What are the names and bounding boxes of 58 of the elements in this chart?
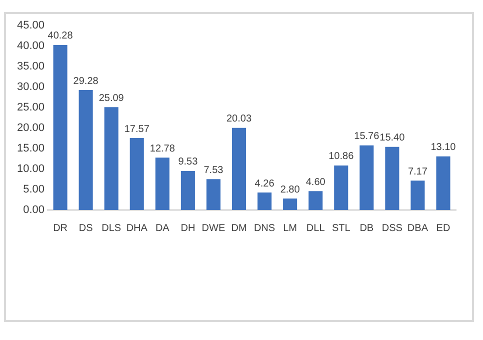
x-tick-label: DBA [407, 222, 428, 234]
x-tick-label: DLL [306, 222, 326, 234]
data-label: 4.26 [254, 178, 275, 190]
bar [232, 128, 246, 210]
x-tick-label: DNS [254, 222, 276, 234]
x-tick-label: DR [53, 222, 68, 234]
bar [206, 179, 220, 210]
bar [436, 156, 450, 210]
data-label: 10.86 [328, 151, 354, 162]
bar [78, 90, 93, 210]
bar [308, 191, 323, 210]
bar [53, 44, 68, 210]
x-tick-label: DS [78, 222, 94, 234]
y-tick-label: 5.00 [23, 184, 45, 196]
data-label: 7.53 [204, 164, 224, 176]
data-label: 15.76 [354, 131, 380, 142]
data-label: 17.57 [124, 124, 150, 135]
data-label: 20.03 [226, 114, 252, 125]
bar [104, 107, 118, 210]
x-tick-label: DB [360, 222, 374, 234]
data-label: 15.40 [380, 132, 406, 144]
x-tick-label: DM [231, 222, 247, 234]
bar [334, 166, 348, 210]
y-tick-label: 30.00 [16, 81, 45, 94]
x-tick-label: DSS [382, 222, 403, 234]
data-label: 7.17 [408, 166, 428, 178]
y-tick-label: 25.00 [16, 102, 45, 114]
data-label: 25.09 [98, 92, 124, 104]
x-tick-label: DH [180, 222, 196, 234]
bar [258, 192, 272, 210]
bar [130, 138, 144, 210]
y-tick-label: 15.00 [16, 142, 45, 155]
x-tick-label: DA [155, 222, 170, 234]
bar [385, 146, 400, 210]
data-label: 4.60 [306, 176, 326, 188]
data-label: 2.80 [280, 184, 300, 196]
y-tick-label: 40.00 [16, 40, 45, 52]
y-tick-label: 45.00 [16, 20, 45, 32]
bar [360, 145, 374, 210]
x-tick-label: ED [436, 222, 450, 234]
data-label: 40.28 [48, 30, 74, 42]
y-tick-label: 10.00 [16, 163, 45, 176]
x-tick-label: STL [332, 222, 351, 234]
x-tick-label: DLS [102, 222, 122, 234]
bar [180, 170, 195, 210]
data-label: 12.78 [150, 143, 176, 154]
x-tick-label: LM [283, 222, 298, 234]
bar [283, 198, 298, 210]
bar [155, 158, 170, 210]
data-label: 9.53 [178, 156, 198, 168]
x-tick-label: DHA [126, 222, 148, 234]
y-tick-label: 0.00 [23, 204, 45, 216]
y-tick-label: 35.00 [16, 60, 45, 73]
data-label: 29.28 [73, 76, 99, 87]
data-label: 13.10 [430, 142, 456, 154]
y-tick-label: 20.00 [16, 122, 45, 134]
bar [410, 180, 425, 210]
x-tick-label: DWE [202, 222, 226, 234]
